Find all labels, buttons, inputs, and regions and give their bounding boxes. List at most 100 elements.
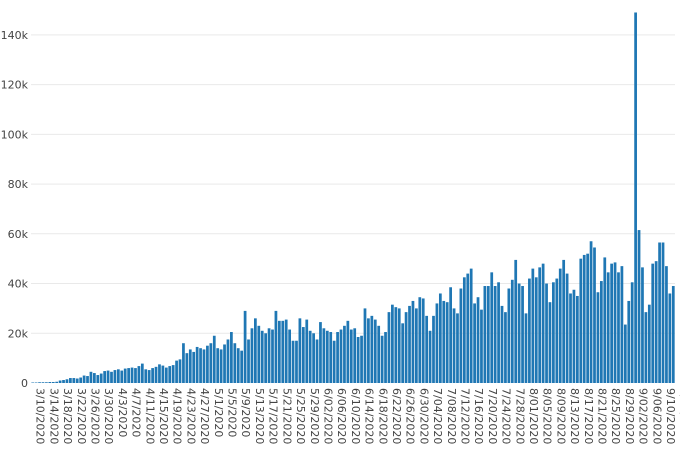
bar bbox=[442, 300, 446, 383]
bar bbox=[254, 318, 257, 383]
bar bbox=[360, 335, 363, 383]
bar bbox=[305, 319, 309, 383]
bar bbox=[192, 351, 196, 383]
bar bbox=[671, 286, 675, 383]
x-tick-label: 4/11/2020 bbox=[143, 388, 156, 444]
x-tick-label: 6/22/2020 bbox=[390, 388, 403, 444]
bar bbox=[343, 325, 346, 383]
x-tick-label: 9/02/2020 bbox=[637, 388, 650, 444]
bar bbox=[110, 371, 113, 383]
bar bbox=[264, 333, 268, 383]
x-tick-label: 6/14/2020 bbox=[363, 388, 376, 444]
bar bbox=[223, 344, 226, 383]
bar bbox=[432, 315, 435, 383]
x-tick-label: 5/29/2020 bbox=[308, 388, 321, 444]
x-tick-label: 4/23/2020 bbox=[184, 388, 197, 444]
bar bbox=[69, 378, 72, 383]
x-tick-label: 9/06/2020 bbox=[650, 388, 663, 444]
bar bbox=[620, 266, 624, 383]
bar bbox=[106, 370, 110, 383]
x-tick-label: 5/5/2020 bbox=[226, 388, 239, 437]
bar bbox=[387, 312, 391, 383]
bar bbox=[384, 332, 387, 383]
bar bbox=[476, 297, 480, 383]
bar bbox=[199, 348, 202, 383]
bar bbox=[565, 273, 569, 383]
bar bbox=[130, 367, 134, 383]
bar bbox=[144, 369, 148, 383]
bar bbox=[216, 348, 220, 383]
bar bbox=[38, 382, 41, 383]
bar bbox=[555, 278, 559, 383]
bar bbox=[589, 241, 593, 383]
x-tick-label: 8/17/2020 bbox=[582, 388, 595, 444]
bar bbox=[445, 302, 449, 383]
x-tick-label: 6/10/2020 bbox=[349, 388, 362, 444]
x-tick-label: 4/3/2020 bbox=[116, 388, 129, 437]
bar bbox=[490, 272, 494, 383]
bar bbox=[483, 286, 487, 383]
bar bbox=[486, 286, 490, 383]
bar bbox=[140, 363, 144, 383]
bar bbox=[630, 282, 634, 383]
bar bbox=[209, 343, 213, 383]
bar bbox=[257, 325, 261, 383]
bar bbox=[55, 381, 59, 383]
x-tick-label: 8/21/2020 bbox=[596, 388, 609, 444]
bar bbox=[58, 380, 62, 383]
x-tick-label: 9/10/2020 bbox=[664, 388, 677, 444]
x-tick-label: 8/05/2020 bbox=[541, 388, 554, 444]
x-tick-label: 4/27/2020 bbox=[198, 388, 211, 444]
bar bbox=[493, 286, 497, 383]
bar bbox=[524, 313, 528, 383]
x-tick-label: 3/26/2020 bbox=[89, 388, 102, 444]
bar bbox=[99, 373, 103, 383]
bar bbox=[116, 369, 120, 383]
bar bbox=[308, 330, 312, 383]
x-tick-label: 3/18/2020 bbox=[61, 388, 74, 444]
x-tick-label: 3/22/2020 bbox=[75, 388, 88, 444]
x-tick-label: 8/09/2020 bbox=[554, 388, 567, 444]
bar bbox=[151, 368, 154, 383]
x-tick-label: 6/18/2020 bbox=[376, 388, 389, 444]
bar bbox=[651, 263, 655, 383]
bar bbox=[147, 370, 151, 383]
y-tick-label: 40k bbox=[8, 278, 29, 291]
bar bbox=[480, 309, 483, 383]
bar bbox=[113, 370, 117, 383]
bar bbox=[240, 350, 244, 383]
bar bbox=[599, 281, 603, 383]
bar bbox=[668, 293, 672, 383]
bar bbox=[277, 320, 281, 383]
bar bbox=[562, 259, 566, 383]
bar bbox=[469, 268, 473, 383]
bar bbox=[226, 339, 230, 383]
bar bbox=[127, 368, 130, 383]
x-tick-label: 5/25/2020 bbox=[294, 388, 307, 444]
bar bbox=[284, 319, 288, 383]
bar bbox=[576, 295, 579, 383]
x-tick-label: 3/10/2020 bbox=[34, 388, 47, 444]
bar bbox=[613, 262, 617, 383]
bar bbox=[185, 353, 189, 383]
x-tick-label: 3/30/2020 bbox=[102, 388, 115, 444]
x-tick-label: 7/16/2020 bbox=[472, 388, 485, 444]
bar bbox=[233, 343, 237, 383]
bar bbox=[281, 320, 285, 383]
x-tick-label: 5/9/2020 bbox=[239, 388, 252, 437]
bar bbox=[158, 364, 161, 383]
bar bbox=[473, 303, 476, 383]
bar bbox=[195, 346, 199, 383]
bar bbox=[267, 328, 271, 383]
bar bbox=[394, 307, 398, 383]
bar bbox=[349, 329, 353, 383]
bar bbox=[315, 339, 319, 383]
bar bbox=[75, 378, 79, 383]
bar bbox=[295, 340, 298, 383]
bar bbox=[86, 376, 89, 383]
x-tick-label: 4/7/2020 bbox=[130, 388, 143, 437]
y-tick-label: 0 bbox=[21, 377, 28, 390]
x-tick-label: 5/13/2020 bbox=[253, 388, 266, 444]
